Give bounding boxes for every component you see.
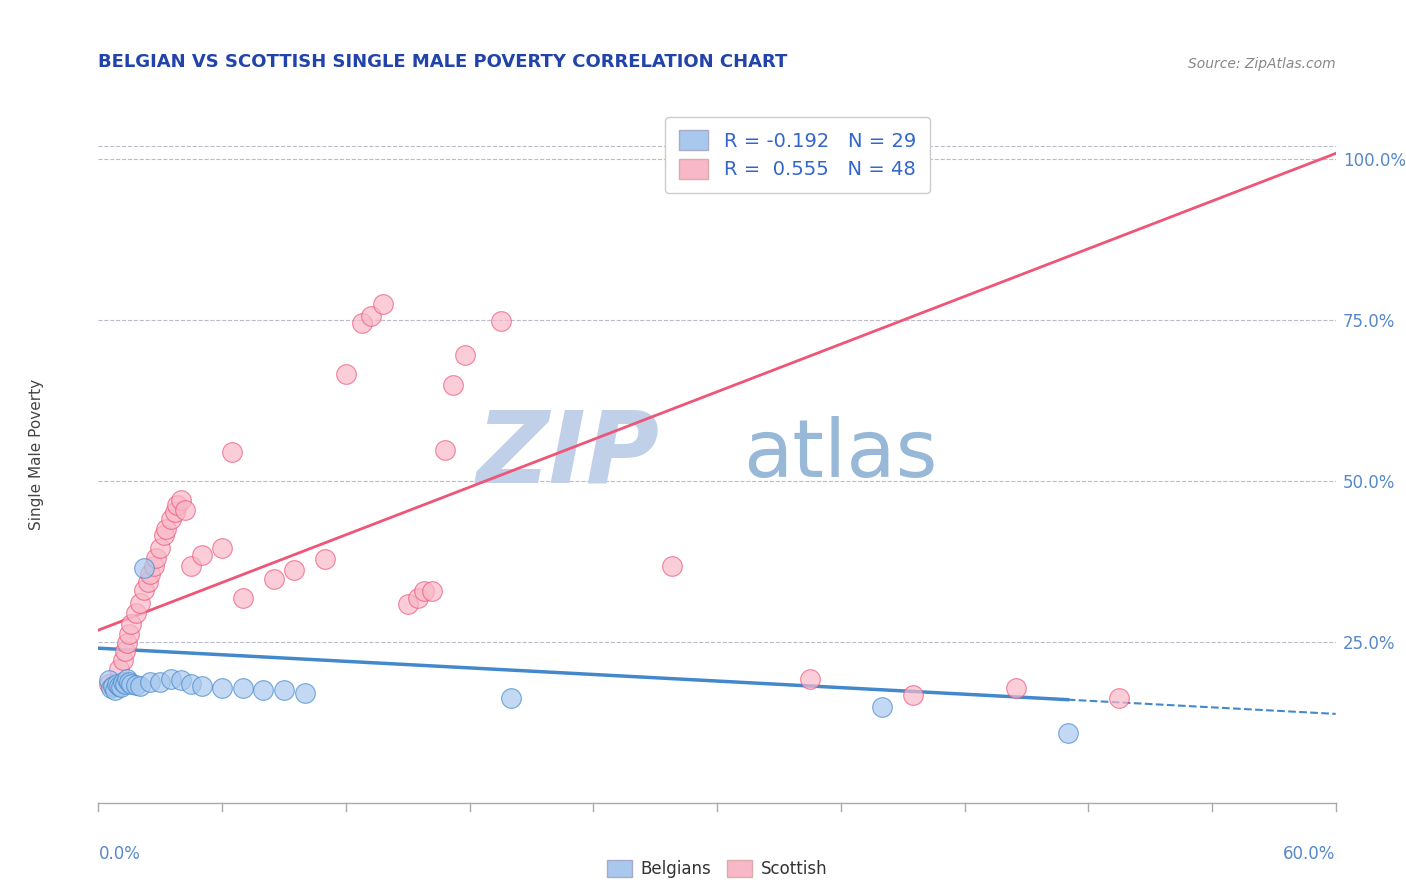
Point — [870, 700, 893, 714]
Point — [112, 674, 135, 689]
Point — [489, 314, 512, 328]
Point — [145, 551, 167, 566]
Point — [901, 688, 924, 702]
Point — [413, 584, 436, 599]
Point — [1056, 726, 1078, 740]
Legend: Belgians, Scottish: Belgians, Scottish — [600, 854, 834, 885]
Point — [371, 296, 394, 310]
Point — [221, 444, 243, 458]
Point — [97, 676, 120, 690]
Point — [124, 606, 146, 620]
Point — [166, 498, 188, 512]
Point — [101, 679, 124, 693]
Point — [170, 673, 193, 688]
Point — [153, 528, 176, 542]
Point — [114, 644, 136, 658]
Point — [132, 583, 155, 598]
Point — [433, 442, 456, 457]
Point — [117, 636, 139, 650]
Point — [163, 505, 186, 519]
Point — [112, 653, 135, 667]
Text: 60.0%: 60.0% — [1284, 845, 1336, 863]
Point — [117, 672, 139, 686]
Point — [263, 572, 285, 586]
Point — [454, 348, 477, 362]
Point — [104, 683, 127, 698]
Point — [143, 558, 166, 573]
Text: 0.0%: 0.0% — [98, 845, 141, 863]
Point — [174, 502, 197, 516]
Point — [159, 512, 181, 526]
Point — [108, 679, 131, 693]
Point — [114, 676, 136, 690]
Point — [149, 541, 172, 556]
Point — [190, 548, 212, 562]
Point — [661, 558, 683, 573]
Point — [108, 662, 131, 676]
Point — [314, 552, 336, 566]
Point — [100, 681, 122, 695]
Text: Source: ZipAtlas.com: Source: ZipAtlas.com — [1188, 57, 1336, 71]
Point — [211, 681, 233, 695]
Point — [232, 681, 254, 695]
Point — [155, 522, 177, 536]
Point — [149, 674, 172, 689]
Text: atlas: atlas — [744, 416, 938, 494]
Point — [406, 591, 429, 605]
Point — [101, 679, 124, 693]
Point — [120, 616, 142, 631]
Point — [132, 560, 155, 574]
Point — [232, 591, 254, 605]
Point — [352, 316, 374, 330]
Point — [180, 676, 202, 690]
Point — [118, 674, 141, 689]
Text: BELGIAN VS SCOTTISH SINGLE MALE POVERTY CORRELATION CHART: BELGIAN VS SCOTTISH SINGLE MALE POVERTY … — [98, 54, 787, 71]
Point — [159, 672, 181, 686]
Point — [1005, 681, 1028, 695]
Point — [422, 584, 444, 599]
Point — [335, 368, 357, 382]
Point — [190, 679, 212, 693]
Point — [211, 541, 233, 556]
Point — [273, 683, 295, 698]
Point — [128, 596, 150, 610]
Point — [124, 678, 146, 692]
Point — [441, 378, 464, 392]
Point — [799, 672, 821, 686]
Point — [396, 598, 419, 612]
Text: ZIP: ZIP — [477, 407, 659, 503]
Point — [110, 680, 132, 694]
Point — [294, 686, 316, 700]
Point — [118, 627, 141, 641]
Point — [139, 674, 162, 689]
Point — [360, 310, 382, 324]
Point — [120, 676, 142, 690]
Point — [170, 493, 193, 508]
Point — [136, 575, 159, 590]
Point — [252, 683, 274, 698]
Point — [139, 567, 162, 582]
Point — [105, 676, 128, 690]
Point — [180, 558, 202, 573]
Point — [97, 673, 120, 688]
Point — [283, 563, 305, 577]
Point — [1108, 691, 1130, 706]
Point — [499, 691, 522, 706]
Point — [128, 679, 150, 693]
Text: Single Male Poverty: Single Male Poverty — [30, 379, 44, 531]
